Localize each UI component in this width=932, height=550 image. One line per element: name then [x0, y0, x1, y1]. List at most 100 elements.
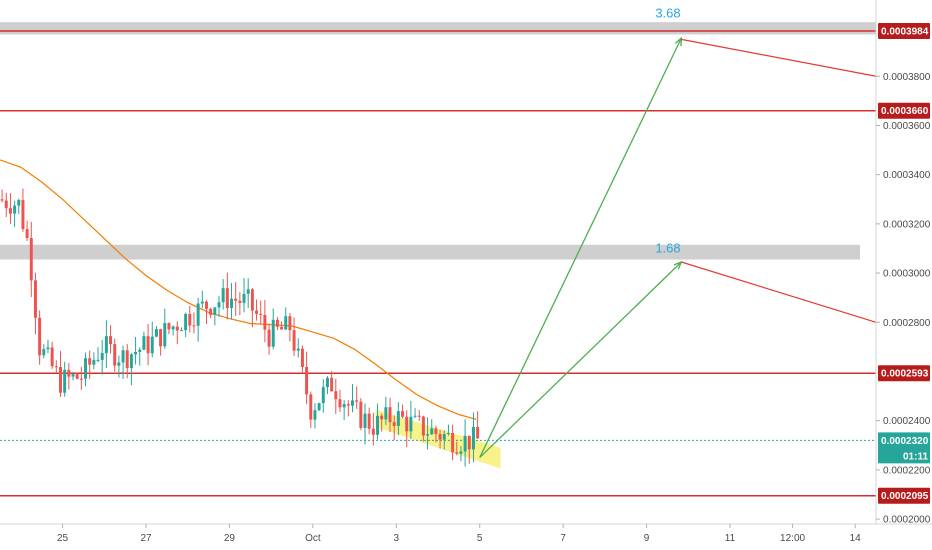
candle-body — [409, 416, 413, 432]
level-price-tag — [878, 22, 930, 39]
candle-body — [271, 319, 275, 347]
y-tick-label: 0.0002000 — [883, 515, 931, 526]
candle-body — [284, 316, 288, 330]
candle-body — [238, 300, 242, 303]
candle-body — [313, 410, 317, 420]
target-label-high: 3.68 — [655, 6, 680, 21]
arrow-head — [674, 36, 683, 47]
candle-body — [179, 330, 183, 332]
candle-body — [325, 377, 329, 388]
gray-zones — [0, 22, 876, 260]
candle-body — [346, 404, 350, 406]
y-tick-label: 0.0003200 — [883, 219, 931, 230]
y-tick-label: 0.0003800 — [883, 72, 931, 83]
candle-body — [188, 313, 192, 326]
candle-body — [463, 435, 467, 452]
current-price-text: 0.0002320 — [881, 436, 929, 447]
candle-body — [438, 433, 442, 440]
candle-body — [396, 411, 400, 426]
projection-line[interactable] — [681, 38, 877, 77]
current-price-tag — [878, 432, 930, 464]
level-price-tag — [878, 102, 930, 119]
candle-body — [96, 359, 100, 361]
candle-body — [421, 416, 425, 436]
candle-body — [305, 366, 309, 395]
candle-body — [100, 353, 104, 360]
candle-body — [59, 367, 62, 393]
candle-body — [200, 301, 204, 304]
x-tick-label: 11 — [725, 533, 736, 544]
price-axis[interactable]: 0.0002000 0.0002200 0.0002400 0.0002800 0.00… — [876, 72, 931, 526]
candle-body — [54, 366, 58, 368]
candle-body — [213, 307, 217, 315]
candle-body — [321, 387, 325, 404]
target-arrow[interactable] — [479, 261, 682, 459]
level-price-tag — [878, 365, 930, 382]
candle-body — [246, 289, 250, 294]
arrows[interactable] — [479, 36, 877, 459]
x-tick-label: 27 — [140, 533, 152, 544]
candle-body — [217, 302, 221, 308]
candle-body — [209, 308, 213, 315]
candle-body — [471, 426, 475, 450]
time-axis[interactable]: 25 27 29 Oct 3 5 7 9 11 12:00 14 — [57, 524, 861, 544]
candle-body — [296, 348, 300, 351]
projection-line[interactable] — [681, 261, 877, 323]
candle-body — [355, 400, 359, 402]
candle-body — [205, 301, 208, 309]
candle-body — [129, 354, 133, 369]
x-tick-label: 12:00 — [780, 533, 805, 544]
candle-body — [184, 313, 188, 331]
target-label-low: 1.68 — [655, 241, 680, 256]
x-tick-label: 3 — [394, 533, 400, 544]
candle-body — [384, 407, 388, 420]
candle-body — [150, 336, 154, 354]
candle-body — [196, 303, 200, 326]
candle-body — [154, 329, 158, 337]
x-tick-label: 9 — [644, 533, 650, 544]
candle-body — [117, 362, 121, 366]
horizontal-levels[interactable] — [0, 30, 876, 497]
candle-body — [359, 401, 363, 428]
candle-body — [401, 411, 405, 417]
candle-body — [104, 336, 108, 354]
candle-body — [84, 358, 87, 379]
candle-body — [109, 336, 113, 345]
candle-body — [446, 433, 450, 435]
candle-body — [259, 313, 263, 315]
candle-body — [317, 403, 321, 411]
candle-body — [67, 369, 71, 377]
candle-body — [50, 347, 54, 367]
candle-body — [38, 317, 42, 356]
target-labels: 3.68 1.68 — [655, 6, 680, 256]
resistance-zone — [0, 22, 876, 35]
moving-average-line — [0, 159, 477, 420]
y-tick-label: 0.0002800 — [883, 318, 931, 329]
candle-body — [138, 349, 142, 352]
candle-body — [342, 404, 346, 408]
y-tick-label: 0.0002200 — [883, 465, 931, 476]
level-price-tag-text: 0.0003984 — [881, 26, 929, 37]
level-price-tag-text: 0.0002593 — [881, 369, 929, 380]
candle-body — [376, 415, 379, 435]
candle-body — [221, 288, 225, 303]
candle-body — [75, 374, 79, 379]
candle-body — [4, 200, 8, 209]
candle-body — [351, 400, 354, 406]
candle-body — [71, 374, 75, 377]
candle-body — [430, 428, 434, 435]
y-tick-label: 0.0003000 — [883, 269, 931, 280]
candle-body — [46, 347, 50, 350]
x-tick-label: Oct — [305, 533, 321, 544]
candle-body — [242, 293, 246, 303]
x-tick-label: 25 — [57, 533, 69, 544]
candle-body — [8, 208, 12, 214]
candle-body — [300, 348, 304, 367]
candle-body — [263, 314, 267, 330]
candle-body — [225, 288, 229, 308]
candle-body — [25, 229, 29, 238]
target-arrow[interactable] — [479, 37, 682, 458]
candle-body — [267, 329, 271, 347]
candle-body — [417, 415, 421, 417]
